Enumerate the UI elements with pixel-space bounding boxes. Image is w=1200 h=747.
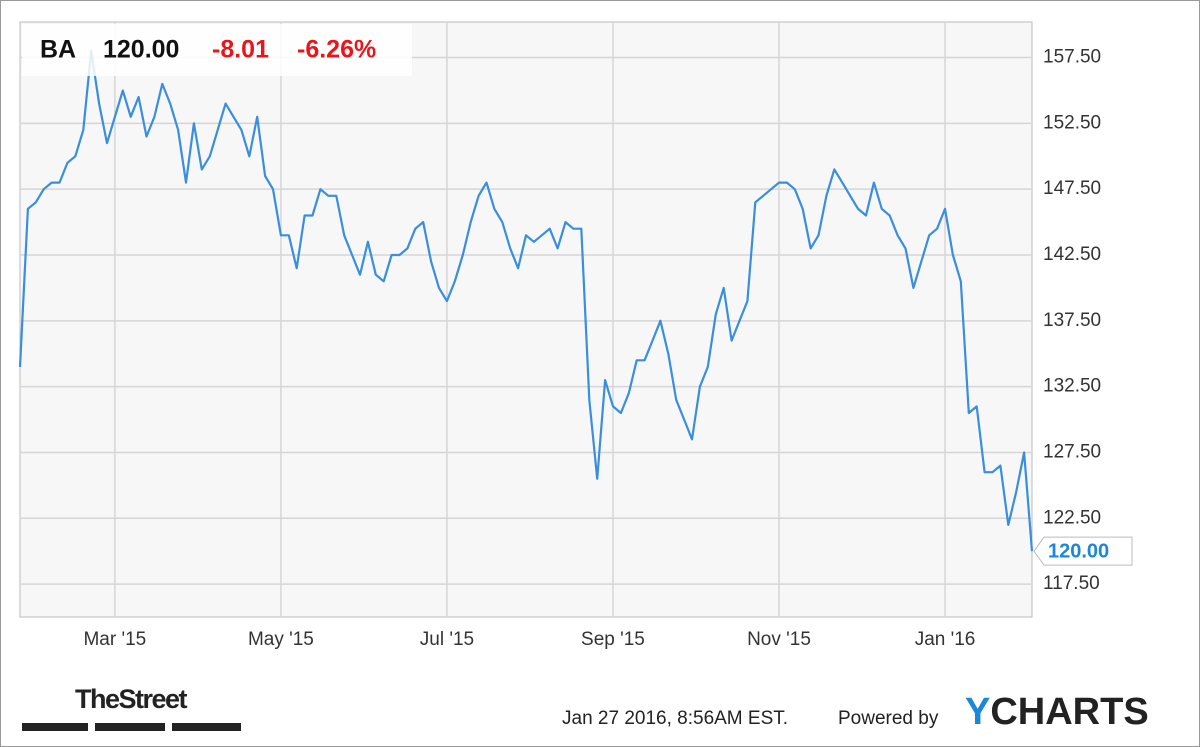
change-percent: -6.26% <box>297 36 376 64</box>
price: 120.00 <box>103 36 179 64</box>
last-value-pointer <box>1033 536 1133 566</box>
timestamp: Jan 27 2016, 8:56AM EST. <box>562 708 788 729</box>
y-tick-label: 117.50 <box>1043 573 1100 594</box>
y-tick-label: 147.50 <box>1043 178 1101 199</box>
x-tick-label: Jan '16 <box>915 629 976 650</box>
x-tick-label: Jul '15 <box>420 629 474 650</box>
x-tick-label: Mar '15 <box>83 629 146 650</box>
logo-bar <box>172 723 241 731</box>
ticker: BA <box>40 36 76 64</box>
logo-bar <box>95 723 165 731</box>
y-tick-label: 152.50 <box>1043 112 1101 133</box>
marks <box>18 49 1034 552</box>
y-tick-label: 157.50 <box>1043 47 1101 68</box>
powered-by: Powered by <box>838 708 939 729</box>
x-tick-label: May '15 <box>248 629 314 650</box>
brand: YCHARTS <box>965 691 1149 733</box>
x-tick-label: Sep '15 <box>581 629 645 650</box>
y-tick-label: 122.50 <box>1043 507 1101 528</box>
y-tick-label: 142.50 <box>1043 244 1101 265</box>
y-tick-label: 132.50 <box>1043 376 1101 397</box>
quote-box <box>22 24 412 76</box>
grid <box>20 22 1032 617</box>
y-tick-label: 137.50 <box>1043 310 1101 331</box>
x-tick-label: Nov '15 <box>747 629 811 650</box>
y-tick-label: 127.50 <box>1043 441 1101 462</box>
source-logo: TheStreet <box>75 684 188 714</box>
logo-bar <box>22 723 88 731</box>
last-value-label: 120.00 <box>1048 540 1109 562</box>
price-line <box>18 49 1034 552</box>
change: -8.01 <box>212 36 269 64</box>
